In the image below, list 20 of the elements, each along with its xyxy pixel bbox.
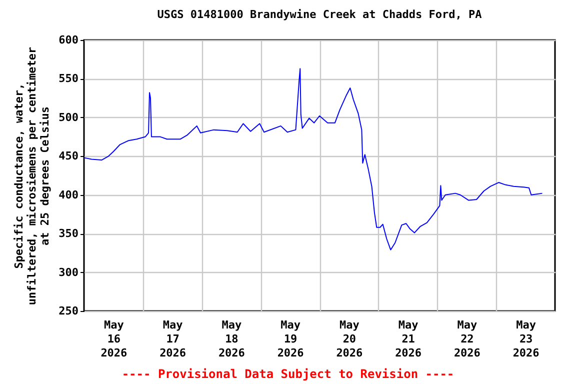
x-tick-label: May 18 2026 — [218, 318, 246, 360]
y-tick-label: 600 — [58, 34, 78, 46]
y-tick-label: 450 — [58, 150, 78, 163]
x-tick-label: May 19 2026 — [277, 318, 304, 360]
x-tick-label: May 22 2026 — [454, 318, 481, 360]
y-tick-label: 300 — [58, 266, 78, 279]
x-tick-label: May 20 2026 — [336, 318, 364, 360]
y-tick-label: 350 — [58, 227, 78, 240]
chart-title: USGS 01481000 Brandywine Creek at Chadds Ford, PA — [157, 8, 482, 21]
y-tick-label: 250 — [58, 304, 78, 318]
line-series — [84, 68, 543, 250]
x-tick-label: May 16 2026 — [100, 318, 128, 360]
text: ---- Provisional Data Subject to Revision ---- — [120, 367, 456, 381]
x-tick-label: May 23 2026 — [512, 318, 540, 360]
y-tick-label: 400 — [58, 188, 78, 202]
x-tick-label: May 17 2026 — [160, 318, 186, 360]
y-axis-title: Specific conductance, water, unfiltered, microsiemens per centimeter at 25 degrees Celsius — [12, 46, 52, 306]
x-tick-label: May 21 2026 — [395, 318, 422, 360]
y-tick-label: 500 — [58, 110, 78, 124]
y-tick-label: 550 — [58, 72, 78, 86]
